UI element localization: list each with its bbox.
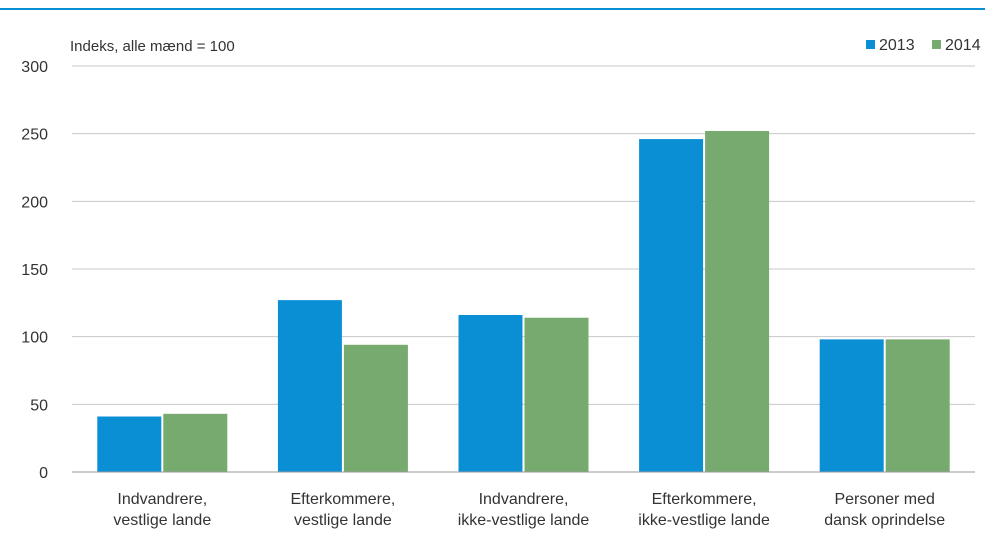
index-note: Indeks, alle mænd = 100	[70, 38, 235, 55]
bar-2014-4	[705, 130, 770, 472]
legend-swatch-2013	[866, 40, 875, 49]
gridlines	[72, 65, 975, 405]
x-category-label: Indvandrere, ikke-vestlige lande	[458, 491, 590, 529]
bars	[97, 130, 950, 472]
legend-label-2013: 2013	[879, 37, 915, 54]
y-tick-label: 200	[21, 194, 48, 211]
x-category-label: Indvandrere, vestlige lande	[113, 491, 211, 529]
y-tick-label: 0	[39, 465, 48, 482]
y-tick-label: 250	[21, 127, 48, 144]
y-tick-label: 50	[30, 397, 48, 414]
bar-2013-1	[97, 416, 162, 472]
bar-2014-3	[524, 317, 589, 472]
y-tick-label: 150	[21, 262, 48, 279]
bar-2013-4	[639, 139, 704, 472]
legend-label-2014: 2014	[945, 37, 981, 54]
legend: 2013 2014	[866, 37, 981, 54]
legend-swatch-2014	[932, 40, 941, 49]
y-tick-label: 100	[21, 330, 48, 347]
x-category-label: Efterkommere, vestlige lande	[290, 491, 395, 529]
y-axis-ticks: 0 50 100 150 200 250 300	[21, 59, 48, 482]
x-category-label: Efterkommere, ikke-vestlige lande	[638, 491, 770, 529]
bar-2013-2	[277, 300, 342, 472]
x-category-label: Personer med dansk oprindelse	[824, 491, 945, 529]
bar-2014-1	[163, 413, 228, 472]
bar-2013-5	[819, 339, 884, 472]
x-axis-categories: Indvandrere, vestlige lande Efterkommere, v…	[113, 491, 945, 529]
y-tick-label: 300	[21, 59, 48, 76]
bar-2013-3	[458, 315, 523, 472]
bar-2014-5	[885, 339, 950, 472]
bar-2014-2	[343, 344, 408, 472]
